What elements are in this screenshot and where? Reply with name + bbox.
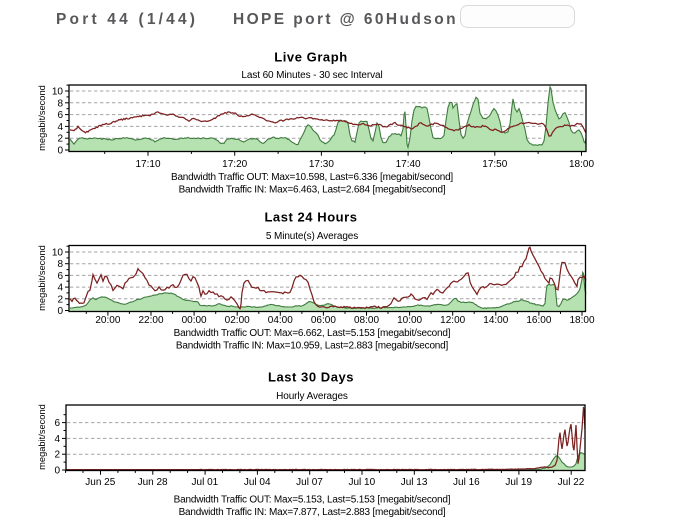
- svg-text:megabit/second: megabit/second: [37, 245, 47, 311]
- svg-text:Bandwidth Traffic OUT: Max=6.6: Bandwidth Traffic OUT: Max=6.662, Last=5…: [174, 328, 451, 339]
- svg-text:14:00: 14:00: [483, 315, 508, 326]
- svg-text:Jul 10: Jul 10: [348, 477, 375, 488]
- svg-text:17:30: 17:30: [309, 159, 334, 170]
- svg-text:Jul 22: Jul 22: [558, 477, 585, 488]
- svg-text:Jun 25: Jun 25: [85, 477, 115, 488]
- svg-text:16:00: 16:00: [526, 315, 551, 326]
- svg-text:Last 60 Minutes - 30 sec Inter: Last 60 Minutes - 30 sec Interval: [241, 70, 382, 81]
- svg-text:Bandwidth Traffic OUT: Max=5.1: Bandwidth Traffic OUT: Max=5.153, Last=5…: [174, 495, 451, 506]
- svg-text:8: 8: [57, 259, 63, 270]
- svg-text:2: 2: [54, 450, 60, 461]
- svg-text:megabit/second: megabit/second: [37, 85, 47, 151]
- svg-text:02:00: 02:00: [225, 315, 250, 326]
- svg-text:megabit/second: megabit/second: [37, 404, 47, 470]
- svg-text:6: 6: [57, 110, 63, 121]
- svg-text:8: 8: [57, 98, 63, 109]
- svg-text:4: 4: [57, 283, 63, 294]
- svg-text:6: 6: [57, 271, 63, 282]
- svg-text:17:40: 17:40: [396, 159, 421, 170]
- svg-text:2: 2: [57, 294, 63, 305]
- svg-text:Jul 01: Jul 01: [192, 477, 219, 488]
- svg-text:18:00: 18:00: [569, 159, 594, 170]
- svg-text:04:00: 04:00: [268, 315, 293, 326]
- svg-text:Last 24 Hours: Last 24 Hours: [264, 210, 357, 225]
- svg-text:5 Minute(s) Averages: 5 Minute(s) Averages: [266, 231, 358, 242]
- svg-text:Bandwidth Traffic OUT: Max=10.: Bandwidth Traffic OUT: Max=10.598, Last=…: [171, 172, 453, 183]
- svg-text:2: 2: [57, 134, 63, 145]
- svg-text:Bandwidth Traffic IN: Max=7.87: Bandwidth Traffic IN: Max=7.877, Last=2.…: [179, 507, 446, 518]
- svg-text:0: 0: [57, 306, 63, 317]
- svg-text:18:00: 18:00: [569, 315, 594, 326]
- svg-text:Jul 19: Jul 19: [505, 477, 532, 488]
- svg-text:10: 10: [52, 87, 64, 98]
- svg-text:0: 0: [57, 146, 63, 157]
- svg-text:10:00: 10:00: [397, 315, 422, 326]
- svg-text:17:10: 17:10: [135, 159, 160, 170]
- svg-text:Jul 16: Jul 16: [453, 477, 480, 488]
- svg-text:Port 44 (1/44): Port 44 (1/44): [56, 11, 198, 28]
- svg-text:08:00: 08:00: [354, 315, 379, 326]
- svg-text:Last 30 Days: Last 30 Days: [268, 370, 354, 385]
- svg-text:22:00: 22:00: [138, 315, 163, 326]
- svg-text:Jul 04: Jul 04: [244, 477, 271, 488]
- svg-text:12:00: 12:00: [440, 315, 465, 326]
- svg-text:Jul 13: Jul 13: [401, 477, 428, 488]
- svg-text:Jun 28: Jun 28: [138, 477, 168, 488]
- svg-text:6: 6: [54, 418, 60, 429]
- svg-text:10: 10: [52, 248, 64, 259]
- svg-text:Hourly Averages: Hourly Averages: [276, 391, 348, 402]
- svg-text:Bandwidth Traffic IN: Max=10.9: Bandwidth Traffic IN: Max=10.959, Last=2…: [176, 341, 449, 352]
- svg-text:00:00: 00:00: [182, 315, 207, 326]
- svg-text:Live Graph: Live Graph: [274, 50, 347, 65]
- svg-text:4: 4: [54, 434, 60, 445]
- svg-text:06:00: 06:00: [311, 315, 336, 326]
- svg-text:4: 4: [57, 122, 63, 133]
- svg-text:Bandwidth Traffic IN: Max=6.46: Bandwidth Traffic IN: Max=6.463, Last=2.…: [179, 185, 446, 196]
- svg-text:Jul 07: Jul 07: [296, 477, 323, 488]
- svg-text:HOPE port @ 60Hudson: HOPE port @ 60Hudson: [233, 11, 458, 28]
- svg-text:17:20: 17:20: [222, 159, 247, 170]
- svg-text:0: 0: [54, 466, 60, 477]
- svg-text:20:00: 20:00: [95, 315, 120, 326]
- svg-text:17:50: 17:50: [482, 159, 507, 170]
